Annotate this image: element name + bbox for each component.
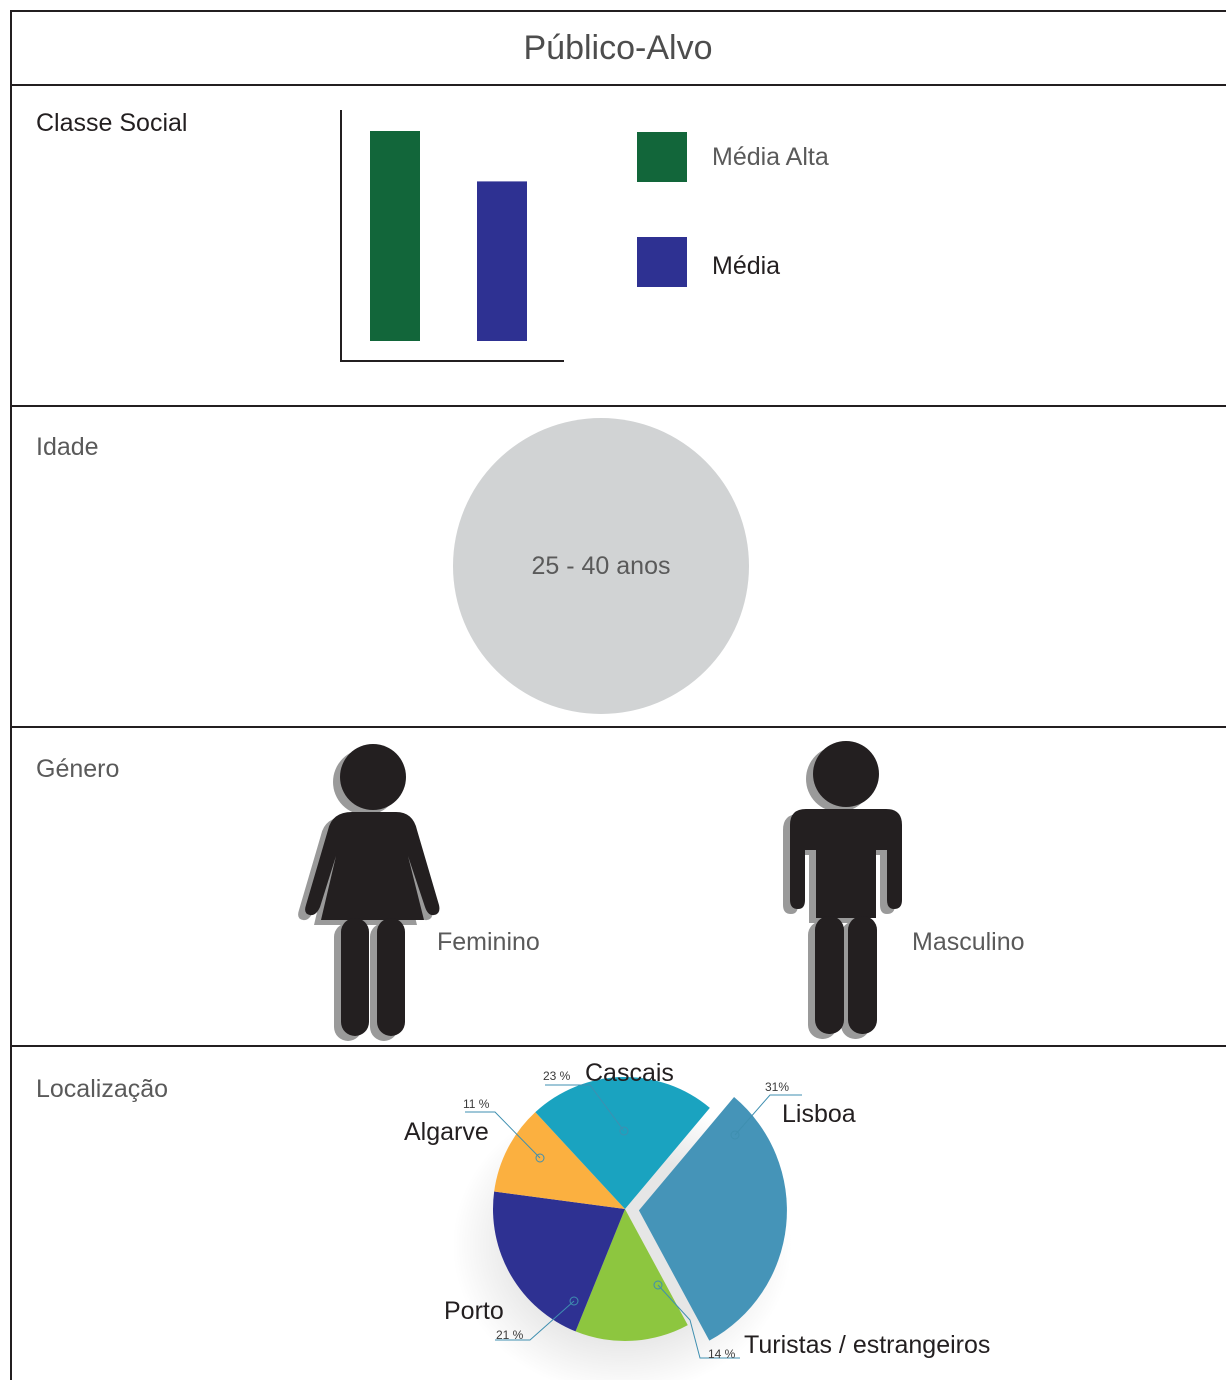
pie-percent-label: 14 % [708,1347,736,1361]
age-circle-shape [453,418,749,714]
table-frame [10,10,1226,1380]
bar-mdia-alta [370,131,420,341]
pie-percent-label: 11 % [463,1097,490,1111]
pie-slice-cascais [535,1076,710,1209]
pie-leader-dot [569,1296,579,1306]
pie-leader-line [657,1284,740,1359]
pie-slice-lisboa [638,1097,787,1341]
page-title: Público-Alvo [523,28,713,67]
pie-slice-label: Porto [444,1297,504,1325]
divider [10,726,1226,728]
pie-slice-label: Turistas / estrangeiros [744,1331,991,1359]
legend-label: Média [712,252,781,280]
pie-leader-line [734,1094,802,1136]
legend-swatch [637,132,687,182]
section-label-localizacao: Localização [36,1075,169,1103]
section-label-genero: Género [36,755,120,783]
male-label: Masculino [912,928,1025,956]
pie-percent-label: 23 % [543,1069,571,1083]
legend-label: Média Alta [712,143,829,171]
divider [10,84,1226,86]
pie-leader-dot [653,1280,663,1290]
section-label-idade: Idade [36,433,99,461]
pie-leader-dot [535,1153,545,1163]
pie-slice-label: Lisboa [782,1100,856,1128]
pie-slice-algarve [494,1112,625,1209]
pie-leader-line [545,1084,625,1132]
pie-percent-label: 31% [765,1080,790,1094]
age-range-text: 25 - 40 anos [531,552,671,580]
female-label: Feminino [437,928,540,956]
divider [10,405,1226,407]
pie-leader-line [465,1111,541,1159]
pie-percent-label: 21 % [496,1328,524,1342]
pie-slice-label: Cascais [585,1059,674,1087]
pie-leader-dot [730,1130,740,1140]
pie-leader-line [495,1300,575,1341]
legend-swatch [637,237,687,287]
bar-mdia [477,181,527,341]
section-label-classe-social: Classe Social [36,109,188,137]
divider [10,1045,1226,1047]
pie-slice-turistas-estrangeiros [575,1209,688,1342]
pie-slice-porto [493,1191,625,1332]
pie-leader-dot [619,1126,629,1136]
pie-slice-label: Algarve [404,1118,489,1146]
